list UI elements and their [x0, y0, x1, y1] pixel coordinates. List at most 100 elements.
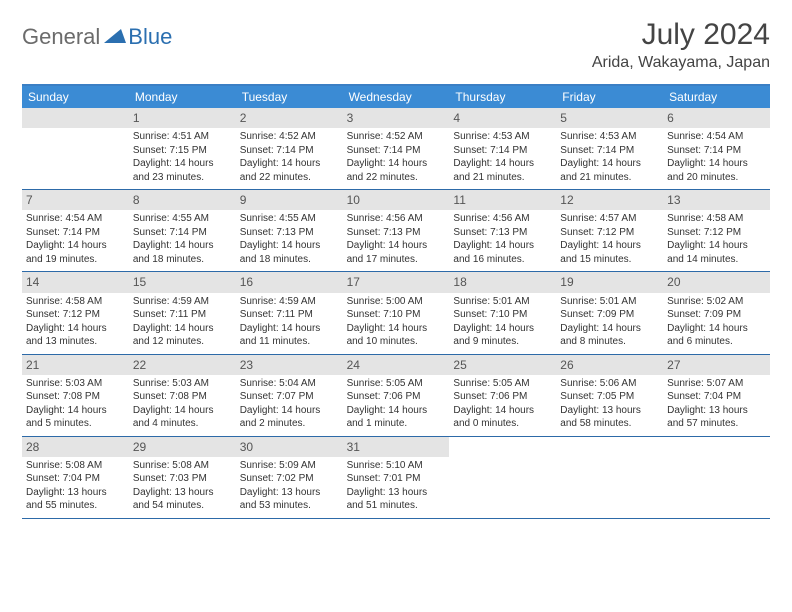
- sunrise-line: Sunrise: 5:03 AM: [26, 377, 125, 391]
- empty-cell: [663, 437, 770, 519]
- daylight-line: Daylight: 14 hours and 15 minutes.: [560, 239, 659, 266]
- day-cell: 9Sunrise: 4:55 AMSunset: 7:13 PMDaylight…: [236, 190, 343, 272]
- daylight-line: Daylight: 14 hours and 13 minutes.: [26, 322, 125, 349]
- day-header: Friday: [556, 86, 663, 108]
- day-cell: 21Sunrise: 5:03 AMSunset: 7:08 PMDayligh…: [22, 355, 129, 437]
- sunset-line: Sunset: 7:09 PM: [667, 308, 766, 322]
- day-header: Saturday: [663, 86, 770, 108]
- sunset-line: Sunset: 7:13 PM: [347, 226, 446, 240]
- day-number: 2: [236, 108, 343, 128]
- logo-text-blue: Blue: [128, 24, 172, 50]
- day-number: 16: [236, 272, 343, 292]
- sunrise-line: Sunrise: 5:05 AM: [453, 377, 552, 391]
- day-cell: 24Sunrise: 5:05 AMSunset: 7:06 PMDayligh…: [343, 355, 450, 437]
- day-cell: 5Sunrise: 4:53 AMSunset: 7:14 PMDaylight…: [556, 108, 663, 190]
- day-header: Monday: [129, 86, 236, 108]
- daylight-line: Daylight: 14 hours and 5 minutes.: [26, 404, 125, 431]
- sunset-line: Sunset: 7:11 PM: [133, 308, 232, 322]
- day-number: 22: [129, 355, 236, 375]
- day-number: 7: [22, 190, 129, 210]
- day-header: Sunday: [22, 86, 129, 108]
- sunset-line: Sunset: 7:01 PM: [347, 472, 446, 486]
- day-cell: 14Sunrise: 4:58 AMSunset: 7:12 PMDayligh…: [22, 272, 129, 354]
- sunset-line: Sunset: 7:12 PM: [560, 226, 659, 240]
- sunset-line: Sunset: 7:02 PM: [240, 472, 339, 486]
- daylight-line: Daylight: 14 hours and 21 minutes.: [560, 157, 659, 184]
- sunset-line: Sunset: 7:13 PM: [453, 226, 552, 240]
- sunset-line: Sunset: 7:09 PM: [560, 308, 659, 322]
- sunset-line: Sunset: 7:14 PM: [667, 144, 766, 158]
- day-number: 11: [449, 190, 556, 210]
- daylight-line: Daylight: 14 hours and 11 minutes.: [240, 322, 339, 349]
- sunrise-line: Sunrise: 5:09 AM: [240, 459, 339, 473]
- sunrise-line: Sunrise: 4:54 AM: [26, 212, 125, 226]
- day-cell: 27Sunrise: 5:07 AMSunset: 7:04 PMDayligh…: [663, 355, 770, 437]
- day-number: 25: [449, 355, 556, 375]
- daylight-line: Daylight: 14 hours and 1 minute.: [347, 404, 446, 431]
- sunrise-line: Sunrise: 4:55 AM: [133, 212, 232, 226]
- day-number: 18: [449, 272, 556, 292]
- sunset-line: Sunset: 7:14 PM: [26, 226, 125, 240]
- daylight-line: Daylight: 14 hours and 18 minutes.: [133, 239, 232, 266]
- day-cell: 31Sunrise: 5:10 AMSunset: 7:01 PMDayligh…: [343, 437, 450, 519]
- sunset-line: Sunset: 7:08 PM: [133, 390, 232, 404]
- sunrise-line: Sunrise: 4:59 AM: [133, 295, 232, 309]
- day-cell: 3Sunrise: 4:52 AMSunset: 7:14 PMDaylight…: [343, 108, 450, 190]
- day-cell: 1Sunrise: 4:51 AMSunset: 7:15 PMDaylight…: [129, 108, 236, 190]
- day-number: 27: [663, 355, 770, 375]
- day-cell: 8Sunrise: 4:55 AMSunset: 7:14 PMDaylight…: [129, 190, 236, 272]
- sunrise-line: Sunrise: 5:06 AM: [560, 377, 659, 391]
- sunset-line: Sunset: 7:08 PM: [26, 390, 125, 404]
- sunrise-line: Sunrise: 4:52 AM: [240, 130, 339, 144]
- sunrise-line: Sunrise: 5:01 AM: [560, 295, 659, 309]
- sunset-line: Sunset: 7:12 PM: [26, 308, 125, 322]
- sunrise-line: Sunrise: 4:52 AM: [347, 130, 446, 144]
- daylight-line: Daylight: 14 hours and 8 minutes.: [560, 322, 659, 349]
- sunset-line: Sunset: 7:14 PM: [347, 144, 446, 158]
- day-number: 30: [236, 437, 343, 457]
- day-cell: 13Sunrise: 4:58 AMSunset: 7:12 PMDayligh…: [663, 190, 770, 272]
- sunrise-line: Sunrise: 4:59 AM: [240, 295, 339, 309]
- sunrise-line: Sunrise: 5:04 AM: [240, 377, 339, 391]
- daylight-line: Daylight: 14 hours and 20 minutes.: [667, 157, 766, 184]
- day-number: 6: [663, 108, 770, 128]
- day-cell: 19Sunrise: 5:01 AMSunset: 7:09 PMDayligh…: [556, 272, 663, 354]
- daylight-line: Daylight: 14 hours and 16 minutes.: [453, 239, 552, 266]
- daylight-line: Daylight: 14 hours and 12 minutes.: [133, 322, 232, 349]
- sunrise-line: Sunrise: 5:08 AM: [133, 459, 232, 473]
- empty-cell: [556, 437, 663, 519]
- day-cell: 6 Sunrise: 4:54 AMSunset: 7:14 PMDaylight…: [663, 108, 770, 190]
- day-cell: 4Sunrise: 4:53 AMSunset: 7:14 PMDaylight…: [449, 108, 556, 190]
- empty-cell: [449, 437, 556, 519]
- sunrise-line: Sunrise: 5:00 AM: [347, 295, 446, 309]
- day-header: Wednesday: [343, 86, 450, 108]
- sunrise-line: Sunrise: 4:58 AM: [26, 295, 125, 309]
- logo: General Blue: [22, 24, 172, 50]
- day-cell: 29Sunrise: 5:08 AMSunset: 7:03 PMDayligh…: [129, 437, 236, 519]
- day-cell: 12Sunrise: 4:57 AMSunset: 7:12 PMDayligh…: [556, 190, 663, 272]
- daylight-line: Daylight: 14 hours and 17 minutes.: [347, 239, 446, 266]
- month-title: July 2024: [592, 18, 770, 52]
- sunset-line: Sunset: 7:04 PM: [26, 472, 125, 486]
- sunset-line: Sunset: 7:14 PM: [560, 144, 659, 158]
- day-cell: 18Sunrise: 5:01 AMSunset: 7:10 PMDayligh…: [449, 272, 556, 354]
- sunrise-line: Sunrise: 5:01 AM: [453, 295, 552, 309]
- sunset-line: Sunset: 7:07 PM: [240, 390, 339, 404]
- sunset-line: Sunset: 7:10 PM: [347, 308, 446, 322]
- day-number: 8: [129, 190, 236, 210]
- sunset-line: Sunset: 7:10 PM: [453, 308, 552, 322]
- daylight-line: Daylight: 13 hours and 57 minutes.: [667, 404, 766, 431]
- daylight-line: Daylight: 14 hours and 18 minutes.: [240, 239, 339, 266]
- daylight-line: Daylight: 14 hours and 10 minutes.: [347, 322, 446, 349]
- day-cell: 22Sunrise: 5:03 AMSunset: 7:08 PMDayligh…: [129, 355, 236, 437]
- day-number: 28: [22, 437, 129, 457]
- sunrise-line: Sunrise: 4:54 AM: [667, 130, 766, 144]
- sunset-line: Sunset: 7:14 PM: [453, 144, 552, 158]
- sunrise-line: Sunrise: 5:07 AM: [667, 377, 766, 391]
- daylight-line: Daylight: 13 hours and 54 minutes.: [133, 486, 232, 513]
- day-number: 9: [236, 190, 343, 210]
- logo-triangle-icon: [104, 27, 126, 48]
- title-block: July 2024 Arida, Wakayama, Japan: [592, 18, 770, 72]
- day-header: Tuesday: [236, 86, 343, 108]
- sunrise-line: Sunrise: 5:10 AM: [347, 459, 446, 473]
